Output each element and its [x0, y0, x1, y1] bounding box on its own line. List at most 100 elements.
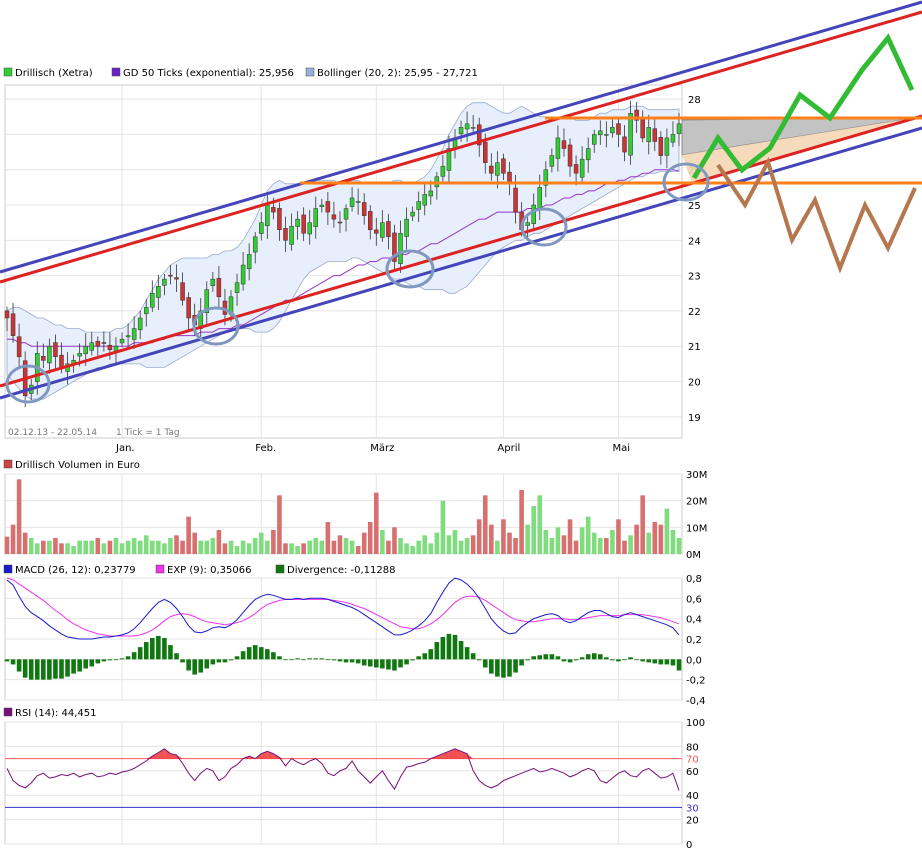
macd-divergence-bar	[174, 653, 179, 660]
volume-bar	[482, 495, 488, 554]
volume-bar	[573, 540, 579, 554]
macd-divergence-bar	[301, 659, 306, 661]
volume-bar	[398, 538, 403, 554]
legend-gd50: GD 50 Ticks (exponential): 25,956	[123, 68, 294, 79]
price-y-tick-label: 21	[688, 342, 701, 353]
candle-body	[271, 207, 276, 213]
macd-divergence-bar	[71, 659, 76, 674]
candle-body	[180, 282, 185, 301]
candle-body	[101, 342, 107, 344]
macd-divergence-bar	[610, 659, 615, 661]
rsi-level-70-label: 70	[686, 755, 699, 766]
candle-body	[489, 165, 494, 174]
volume-bar	[289, 543, 294, 554]
volume-bar	[258, 532, 264, 554]
volume-bar	[507, 532, 512, 554]
macd-divergence-bar	[313, 658, 319, 660]
macd-divergence-bar	[361, 659, 367, 666]
volume-bar	[210, 538, 216, 554]
macd-lines	[6, 577, 680, 640]
volume-bar	[646, 532, 652, 554]
price-y-tick-label: 19	[688, 413, 701, 424]
volume-bar	[53, 538, 58, 554]
macd-divergence-bar	[22, 659, 28, 678]
macd-divergence-bar	[204, 659, 210, 669]
rsi-grid	[5, 721, 682, 845]
rsi-overbought-segment	[158, 748, 165, 759]
macd-divergence-bar	[47, 659, 52, 680]
volume-bar	[616, 519, 621, 554]
volume-bar	[604, 538, 609, 554]
volume-bar	[228, 540, 234, 554]
price-y-tick-label: 23	[688, 272, 701, 283]
volume-bar	[283, 543, 288, 554]
volume-bars	[4, 479, 682, 554]
macd-divergence-bar	[398, 659, 403, 668]
candle-body	[307, 222, 312, 235]
channel-blue-upper	[0, 0, 922, 274]
volume-bar	[531, 506, 537, 554]
rsi-line	[6, 748, 680, 791]
macd-line	[6, 577, 680, 640]
volume-bar	[271, 530, 276, 554]
candle-body	[186, 297, 191, 319]
volume-bar	[513, 538, 518, 554]
legend-bollinger: Bollinger (20, 2): 25,95 - 27,721	[317, 68, 478, 79]
macd-divergence-bar	[28, 659, 34, 680]
candle-body	[343, 208, 349, 220]
volume-bar	[343, 538, 349, 554]
macd-divergence-bar	[162, 637, 167, 660]
macd-divergence-bar	[198, 659, 204, 673]
macd-divergence-bar	[156, 635, 161, 660]
volume-bar	[349, 540, 355, 554]
candle-body	[386, 221, 391, 238]
candle-body	[622, 136, 627, 153]
volume-bar	[28, 538, 34, 554]
macd-signal-line	[6, 577, 680, 637]
volume-bar	[198, 540, 204, 554]
volume-bar	[361, 532, 367, 554]
price-x-tick-label: Feb.	[255, 443, 276, 454]
volume-bar	[367, 522, 373, 554]
macd-divergence-bar	[265, 649, 270, 660]
candle-body	[549, 155, 555, 167]
volume-bar	[101, 543, 107, 554]
candle-body	[246, 254, 252, 270]
macd-divergence-bar	[373, 659, 379, 668]
macd-divergence-bar	[622, 659, 627, 661]
candle-body	[392, 232, 397, 262]
macd-divergence-bar	[495, 659, 500, 677]
macd-divergence-bar	[216, 659, 222, 663]
rsi-overbought-segment	[448, 748, 455, 759]
rsi-overbought-segment	[455, 748, 462, 759]
candle-body	[41, 355, 46, 361]
macd-divergence-bar	[549, 654, 555, 660]
volume-bar	[440, 500, 446, 554]
range-label: 02.12.13 - 22.05.14	[8, 428, 97, 438]
macd-y-ticks: 0,8 0,6 0,4 0,2 0,0 -0,2 -0,4	[686, 574, 706, 707]
volume-bar	[107, 540, 113, 554]
macd-divergence-bar	[59, 659, 64, 679]
volume-bar	[567, 519, 573, 554]
price-y-tick-label: 22	[688, 307, 701, 318]
volume-bar	[373, 492, 379, 554]
rsi-level-30-label: 30	[686, 803, 699, 814]
candle-body	[277, 208, 282, 230]
macd-divergence-bar	[319, 658, 325, 660]
touch-circle-4	[520, 207, 568, 247]
price-x-tick-label: Mai	[612, 443, 630, 454]
candle-body	[652, 128, 658, 142]
macd-divergence-bar	[531, 656, 537, 660]
candle-body	[10, 313, 16, 336]
volume-bar	[634, 524, 639, 554]
volume-y-tick-label: 10M	[686, 523, 707, 534]
macd-y-tick-label: 0,4	[686, 615, 702, 626]
macd-divergence-bar	[252, 645, 258, 660]
candle-body	[150, 293, 155, 308]
volume-bar	[543, 530, 549, 554]
channel-red-upper	[0, 10, 922, 284]
volume-bar	[331, 540, 337, 554]
macd-divergence-bar	[652, 659, 658, 664]
volume-bar	[319, 540, 325, 554]
